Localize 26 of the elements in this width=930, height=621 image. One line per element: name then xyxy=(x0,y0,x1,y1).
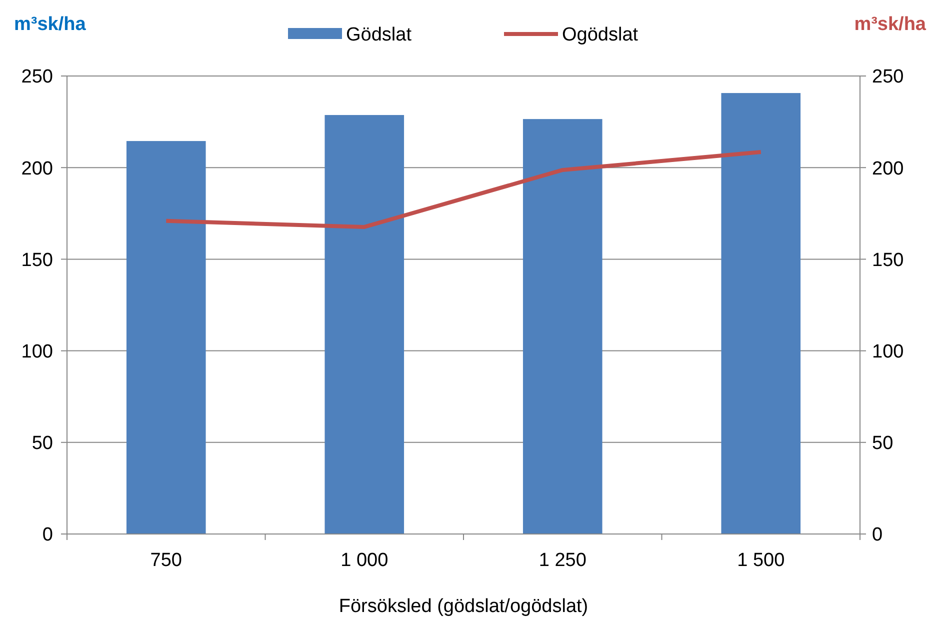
y2-tick-label: 250 xyxy=(872,66,904,88)
bar xyxy=(126,141,206,534)
legend-label: Ogödslat xyxy=(562,24,639,46)
bar xyxy=(721,93,801,534)
x-tick-label: 750 xyxy=(150,550,182,571)
y-tick-label: 50 xyxy=(32,433,53,454)
y-tick-label: 250 xyxy=(21,66,53,88)
y-tick-label: 100 xyxy=(21,341,53,362)
bar xyxy=(522,119,602,534)
x-axis-title: Försöksled (gödslat/ogödslat) xyxy=(338,596,588,617)
x-tick-label: 1 000 xyxy=(340,550,388,571)
y2-tick-label: 50 xyxy=(872,433,894,454)
y-tick-label: 200 xyxy=(21,158,53,180)
bar xyxy=(324,115,404,534)
x-tick-label: 1 250 xyxy=(538,550,586,571)
y-tick-label: 0 xyxy=(42,524,53,546)
y2-tick-label: 150 xyxy=(872,250,904,271)
legend-label: Gödslat xyxy=(346,24,412,46)
line-series xyxy=(164,150,763,229)
y-axis-title: m³sk/ha xyxy=(14,14,86,35)
y2-tick-label: 0 xyxy=(872,524,883,546)
x-tick-label: 1 500 xyxy=(737,550,785,571)
y2-tick-label: 200 xyxy=(872,158,904,180)
y2-axis-title: m³sk/ha xyxy=(854,14,926,35)
y-tick-label: 150 xyxy=(21,250,53,271)
y2-tick-label: 100 xyxy=(872,341,904,362)
